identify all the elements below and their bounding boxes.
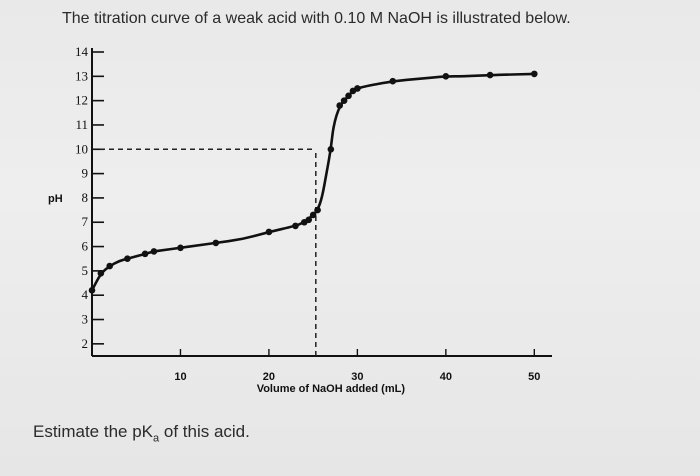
y-axis-label: pH — [48, 193, 63, 205]
data-point — [327, 145, 335, 153]
x-tick-label: 10 — [174, 371, 186, 383]
y-tick-label: 9 — [82, 166, 89, 181]
data-point — [531, 70, 538, 78]
data-point — [345, 92, 352, 100]
y-tick-label: 13 — [75, 68, 88, 83]
data-point — [177, 244, 184, 252]
y-tick-label: 2 — [82, 336, 89, 351]
x-axis-label: Volume of NaOH added (mL) — [257, 383, 406, 395]
data-point — [212, 239, 220, 247]
data-point — [336, 102, 343, 109]
x-tick-label: 50 — [528, 371, 540, 383]
y-tick-label: 5 — [82, 263, 89, 278]
data-point — [97, 270, 105, 277]
data-point — [442, 73, 450, 80]
question-prompt: Estimate the pKa of this acid. — [33, 422, 250, 444]
question-title: The titration curve of a weak acid with … — [62, 10, 571, 27]
axis-labels: pH Volume of NaOH added (mL) — [48, 193, 405, 395]
x-tick-label: 30 — [351, 371, 363, 383]
prompt-prefix: Estimate the pK — [33, 422, 154, 441]
data-point — [265, 228, 273, 236]
y-tick-label: 6 — [82, 239, 89, 254]
x-tick-label: 20 — [263, 371, 275, 383]
data-point — [340, 97, 348, 104]
y-tick-label: 7 — [82, 214, 89, 229]
data-point — [486, 71, 494, 79]
y-tick-label: 4 — [82, 287, 89, 302]
y-tick-label: 3 — [82, 312, 89, 327]
titration-curve — [90, 72, 535, 291]
prompt-suffix: of this acid. — [159, 422, 250, 441]
y-tick-label: 11 — [75, 117, 88, 132]
y-tick-label: 12 — [75, 93, 88, 108]
data-point — [124, 255, 131, 263]
y-tick-label: 10 — [75, 141, 88, 156]
data-point — [314, 206, 321, 214]
data-point — [141, 250, 149, 258]
data-point — [88, 287, 96, 294]
prompt-subscript: a — [153, 432, 160, 445]
x-tick-label: 40 — [440, 371, 452, 383]
data-point — [150, 248, 158, 255]
chart-axes: 2 3 4 5 6 7 8 9 10 11 12 13 14 10 20 30 40 50 — [75, 44, 552, 383]
data-point — [305, 216, 313, 224]
data-point — [354, 85, 361, 92]
data-series — [88, 70, 538, 294]
data-point — [292, 222, 299, 230]
data-point — [106, 262, 113, 270]
y-tick-label: 14 — [75, 44, 89, 59]
reference-lines — [100, 148, 317, 356]
data-point — [389, 77, 397, 85]
data-point — [309, 211, 317, 219]
y-tick-label: 8 — [82, 190, 89, 205]
